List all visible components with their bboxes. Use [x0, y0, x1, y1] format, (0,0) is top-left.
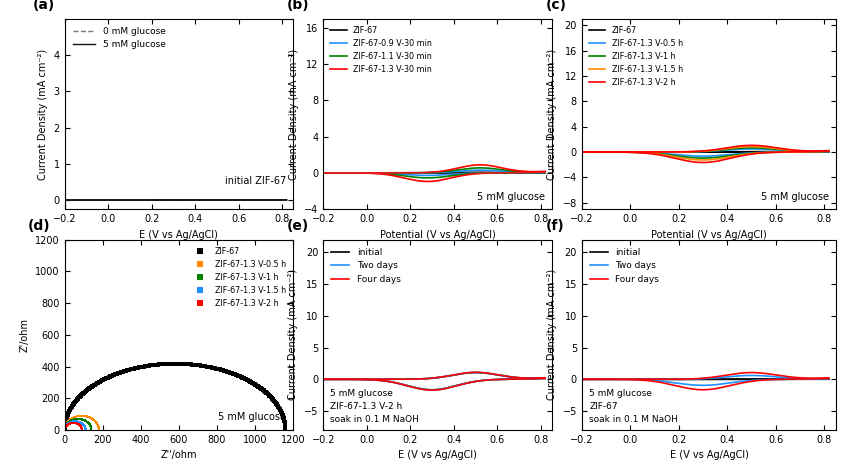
Y-axis label: Current Density (mA cm⁻²): Current Density (mA cm⁻²) — [38, 48, 48, 180]
X-axis label: Z''/ohm: Z''/ohm — [160, 450, 197, 461]
Text: (e): (e) — [287, 219, 308, 233]
Text: 5 mM glucose: 5 mM glucose — [218, 413, 286, 423]
Y-axis label: Current Density (mA cm⁻²): Current Density (mA cm⁻²) — [288, 48, 298, 180]
Legend: ZIF-67, ZIF-67-1.3 V-0.5 h, ZIF-67-1.3 V-1 h, ZIF-67-1.3 V-1.5 h, ZIF-67-1.3 V-2: ZIF-67, ZIF-67-1.3 V-0.5 h, ZIF-67-1.3 V… — [585, 23, 685, 90]
Text: (b): (b) — [287, 0, 309, 12]
Text: 5 mM glucose: 5 mM glucose — [330, 389, 393, 398]
Legend: initial, Two days, Four days: initial, Two days, Four days — [327, 244, 404, 288]
Text: (a): (a) — [33, 0, 55, 12]
Text: soak in 0.1 M NaOH: soak in 0.1 M NaOH — [330, 415, 418, 424]
Y-axis label: Current Density (mA cm⁻²): Current Density (mA cm⁻²) — [547, 48, 556, 180]
X-axis label: Potential (V vs Ag/AgCl): Potential (V vs Ag/AgCl) — [650, 229, 766, 240]
Y-axis label: Current Density (mA cm⁻²): Current Density (mA cm⁻²) — [288, 269, 298, 400]
X-axis label: E (V vs Ag/AgCl): E (V vs Ag/AgCl) — [398, 450, 476, 461]
Text: (d): (d) — [28, 219, 51, 233]
Text: 5 mM glucose: 5 mM glucose — [476, 192, 544, 202]
Y-axis label: Current Density (mA cm⁻²): Current Density (mA cm⁻²) — [547, 269, 556, 400]
X-axis label: E (V vs Ag/AgCl): E (V vs Ag/AgCl) — [669, 450, 747, 461]
Text: (c): (c) — [546, 0, 567, 12]
Text: (f): (f) — [546, 219, 564, 233]
Text: 5 mM glucose: 5 mM glucose — [759, 192, 827, 202]
Text: soak in 0.1 M NaOH: soak in 0.1 M NaOH — [589, 415, 678, 424]
Y-axis label: Z'/ohm: Z'/ohm — [20, 318, 29, 352]
X-axis label: E (V vs Ag/AgCl): E (V vs Ag/AgCl) — [139, 229, 218, 240]
Text: 5 mM glucose: 5 mM glucose — [589, 389, 652, 398]
Legend: 0 mM glucose, 5 mM glucose: 0 mM glucose, 5 mM glucose — [69, 24, 169, 53]
Text: initial ZIF-67: initial ZIF-67 — [225, 176, 286, 186]
Text: ZIF-67: ZIF-67 — [589, 402, 617, 411]
Legend: ZIF-67, ZIF-67-1.3 V-0.5 h, ZIF-67-1.3 V-1 h, ZIF-67-1.3 V-1.5 h, ZIF-67-1.3 V-2: ZIF-67, ZIF-67-1.3 V-0.5 h, ZIF-67-1.3 V… — [189, 244, 288, 311]
X-axis label: Potential (V vs Ag/AgCl): Potential (V vs Ag/AgCl) — [379, 229, 495, 240]
Text: ZIF-67-1.3 V-2 h: ZIF-67-1.3 V-2 h — [330, 402, 402, 411]
Legend: ZIF-67, ZIF-67-0.9 V-30 min, ZIF-67-1.1 V-30 min, ZIF-67-1.3 V-30 min: ZIF-67, ZIF-67-0.9 V-30 min, ZIF-67-1.1 … — [327, 23, 435, 78]
Legend: initial, Two days, Four days: initial, Two days, Four days — [585, 244, 662, 288]
